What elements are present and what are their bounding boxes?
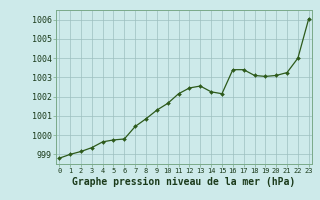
X-axis label: Graphe pression niveau de la mer (hPa): Graphe pression niveau de la mer (hPa) (72, 177, 296, 187)
